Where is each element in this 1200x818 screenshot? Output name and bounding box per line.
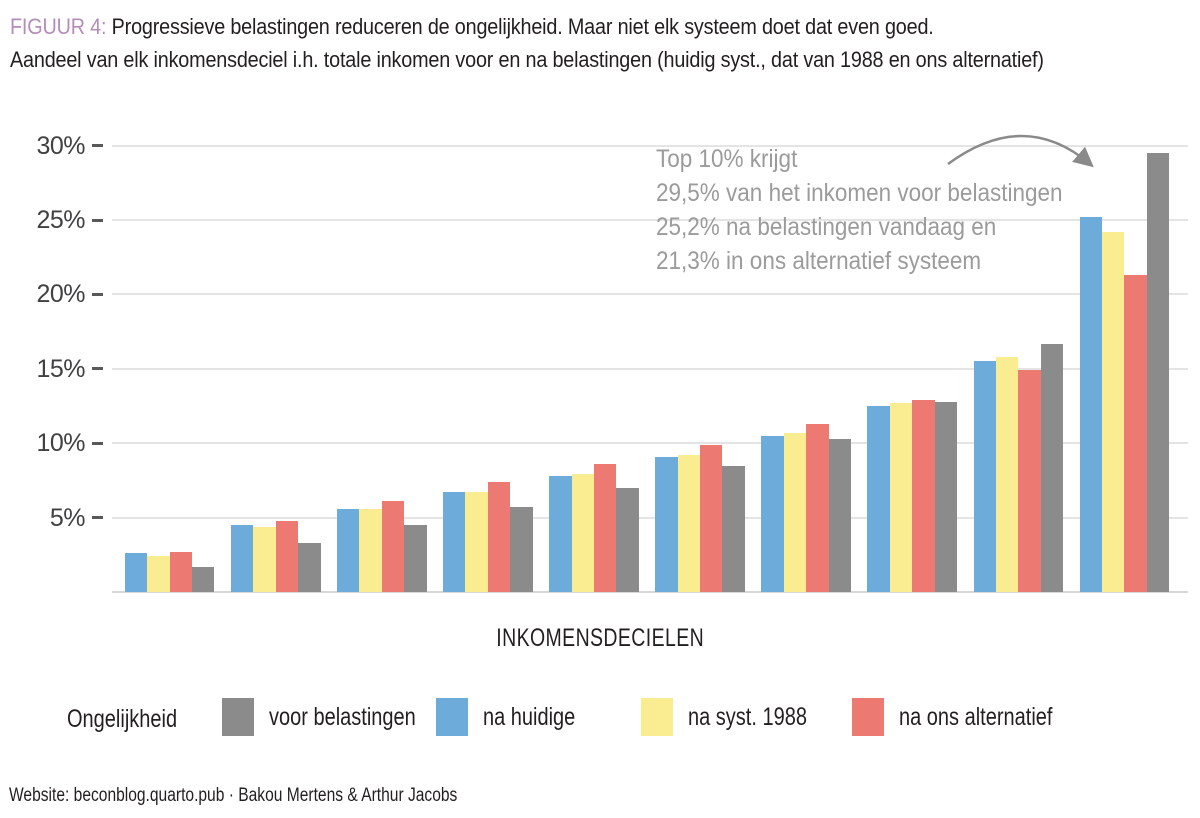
legend-label: voor belastingen bbox=[269, 702, 416, 731]
legend-item-na-syst-1988: na syst. 1988 bbox=[641, 698, 837, 736]
bar-voor-belastingen-decile-3 bbox=[404, 525, 427, 592]
bar-na-syst-1988-decile-4 bbox=[465, 492, 488, 592]
bar-na-huidige-decile-4 bbox=[443, 492, 465, 592]
annotation-line-3: 25,2% na belastingen vandaag en bbox=[656, 213, 997, 241]
bar-voor-belastingen-decile-8 bbox=[935, 402, 957, 592]
bar-na-huidige-decile-7 bbox=[761, 436, 784, 592]
bar-na-ons-alternatief-decile-5 bbox=[594, 464, 616, 592]
bar-na-huidige-decile-5 bbox=[549, 476, 572, 592]
gridline-15% bbox=[112, 367, 1188, 370]
bar-na-syst-1988-decile-2 bbox=[253, 527, 276, 592]
bar-na-syst-1988-decile-8 bbox=[890, 403, 912, 592]
bar-na-huidige-decile-1 bbox=[125, 553, 147, 592]
top10-annotation: Top 10% krijgt 29,5% van het inkomen voo… bbox=[656, 142, 1063, 278]
bar-na-huidige-decile-3 bbox=[337, 509, 359, 592]
bar-na-ons-alternatief-decile-8 bbox=[912, 400, 935, 592]
legend-item-voor-belastingen: voor belastingen bbox=[222, 698, 452, 736]
legend-swatch-yellow bbox=[641, 698, 673, 736]
bar-na-syst-1988-decile-5 bbox=[572, 474, 594, 592]
bar-na-huidige-decile-10 bbox=[1080, 217, 1102, 592]
gridline-20% bbox=[112, 293, 1188, 296]
bar-na-syst-1988-decile-7 bbox=[784, 433, 806, 592]
y-axis-tick bbox=[92, 367, 103, 371]
figure-number-label: FIGUUR 4: bbox=[10, 14, 107, 39]
y-axis-label: 15% bbox=[36, 354, 85, 383]
gridline-5% bbox=[112, 516, 1188, 519]
y-axis-tick bbox=[92, 218, 103, 222]
bar-na-ons-alternatief-decile-1 bbox=[170, 552, 192, 592]
x-axis-line bbox=[112, 591, 1188, 593]
bar-voor-belastingen-decile-9 bbox=[1041, 344, 1063, 592]
annotation-line-4: 21,3% in ons alternatief systeem bbox=[656, 247, 982, 275]
bar-na-syst-1988-decile-9 bbox=[996, 357, 1018, 592]
bar-na-ons-alternatief-decile-6 bbox=[700, 445, 722, 592]
legend-swatch-red bbox=[852, 698, 884, 736]
bar-voor-belastingen-decile-2 bbox=[298, 543, 321, 592]
legend-label: na syst. 1988 bbox=[688, 702, 807, 731]
chart-title: Progressieve belastingen reduceren de on… bbox=[111, 14, 934, 39]
y-axis-label: 25% bbox=[36, 206, 85, 234]
y-axis-label: 10% bbox=[36, 429, 85, 458]
bar-voor-belastingen-decile-1 bbox=[192, 567, 214, 592]
chart-subtitle: Aandeel van elk inkomensdeciel i.h. tota… bbox=[10, 47, 1044, 72]
legend-swatch-gray bbox=[222, 698, 254, 736]
bar-voor-belastingen-decile-6 bbox=[722, 466, 745, 592]
bar-na-huidige-decile-8 bbox=[867, 406, 890, 592]
bar-na-syst-1988-decile-1 bbox=[147, 556, 170, 592]
bar-voor-belastingen-decile-4 bbox=[510, 507, 533, 592]
bar-voor-belastingen-decile-7 bbox=[829, 439, 851, 592]
bar-na-ons-alternatief-decile-3 bbox=[382, 501, 404, 592]
y-axis-tick bbox=[92, 516, 103, 520]
bar-na-syst-1988-decile-3 bbox=[359, 509, 382, 592]
legend-title: Ongelijkheid bbox=[67, 705, 178, 733]
chart-title-line: FIGUUR 4: Progressieve belastingen reduc… bbox=[10, 10, 1044, 43]
bar-na-syst-1988-decile-10 bbox=[1102, 232, 1124, 592]
annotation-line-1: Top 10% krijgt bbox=[656, 145, 798, 173]
bar-na-ons-alternatief-decile-4 bbox=[488, 482, 510, 592]
legend-item-na-huidige: na huidige bbox=[436, 698, 598, 736]
chart-header: FIGUUR 4: Progressieve belastingen reduc… bbox=[10, 10, 1159, 76]
y-axis-tick bbox=[92, 441, 103, 445]
x-axis-title: INKOMENSDECIELEN bbox=[496, 624, 704, 652]
y-axis-label: 30% bbox=[36, 131, 85, 160]
bar-na-huidige-decile-6 bbox=[655, 457, 678, 592]
annotation-line-2: 29,5% van het inkomen voor belastingen bbox=[656, 179, 1063, 207]
legend-swatch-blue bbox=[436, 698, 468, 736]
legend-label: na huidige bbox=[483, 702, 576, 731]
y-axis-label: 5% bbox=[49, 503, 86, 532]
bar-na-huidige-decile-2 bbox=[231, 525, 253, 592]
y-axis-label: 20% bbox=[36, 280, 85, 309]
legend: Ongelijkheid voor belastingen na huidige… bbox=[0, 698, 1200, 742]
y-axis-tick bbox=[92, 292, 103, 296]
bar-voor-belastingen-decile-10 bbox=[1147, 153, 1169, 592]
gridline-25% bbox=[112, 219, 1188, 221]
legend-item-na-ons-alternatief: na ons alternatief bbox=[852, 698, 1091, 736]
bar-na-ons-alternatief-decile-9 bbox=[1018, 370, 1041, 592]
bar-voor-belastingen-decile-5 bbox=[616, 488, 639, 592]
bar-na-ons-alternatief-decile-7 bbox=[806, 424, 829, 592]
legend-label: na ons alternatief bbox=[899, 702, 1053, 731]
bar-na-ons-alternatief-decile-10 bbox=[1124, 275, 1147, 592]
gridline-10% bbox=[112, 442, 1188, 445]
bar-na-huidige-decile-9 bbox=[974, 361, 996, 592]
y-axis-tick bbox=[92, 144, 103, 148]
bar-na-ons-alternatief-decile-2 bbox=[276, 521, 298, 592]
bar-na-syst-1988-decile-6 bbox=[678, 455, 700, 592]
gridline-30% bbox=[112, 144, 1188, 147]
source-credit: Website: beconblog.quarto.pub · Bakou Me… bbox=[9, 785, 458, 806]
